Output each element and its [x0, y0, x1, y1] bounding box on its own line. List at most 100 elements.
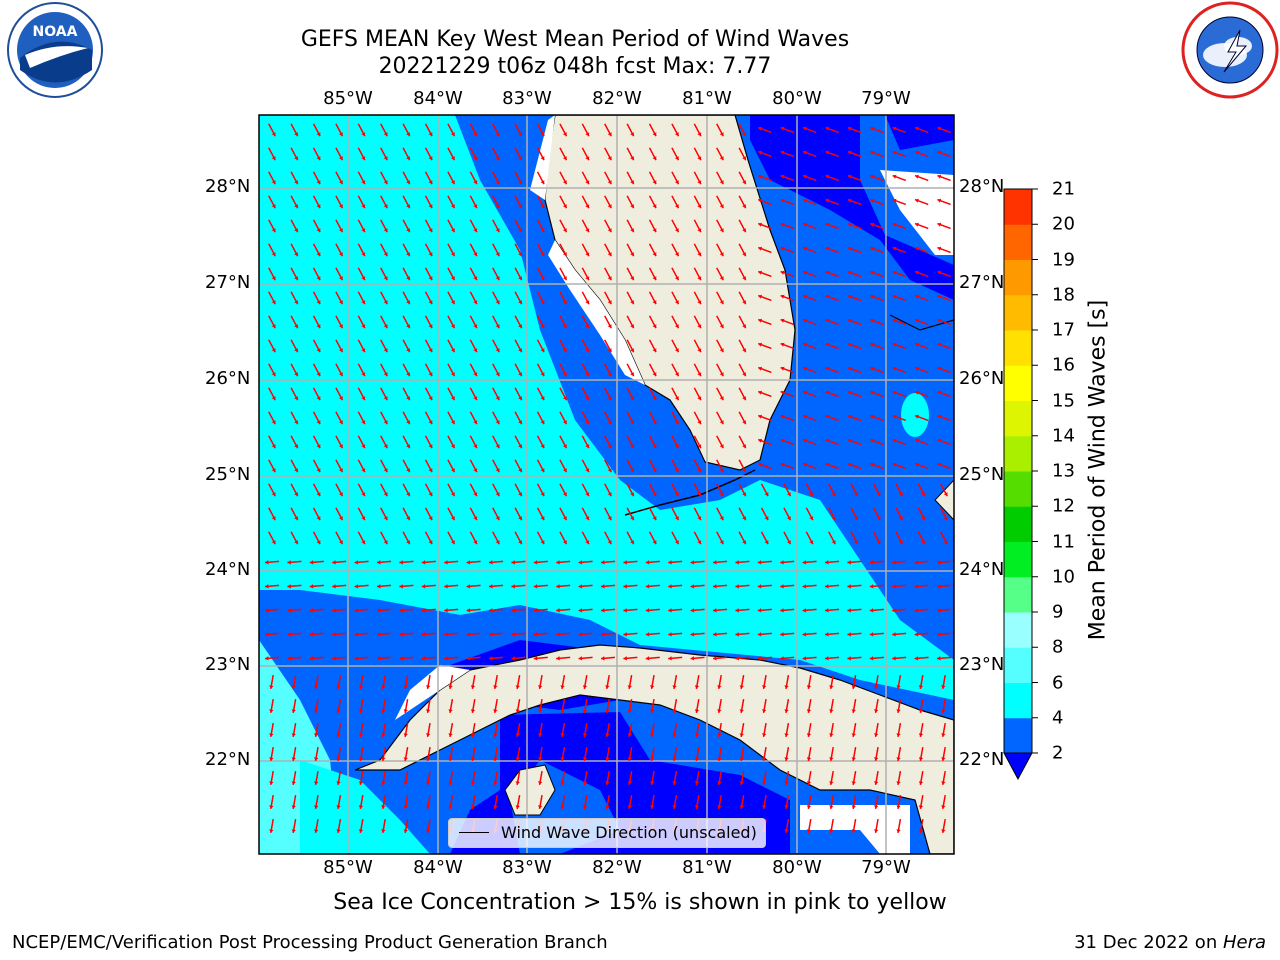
- wind-arrow-head: [652, 276, 657, 281]
- wind-arrow-head: [316, 396, 321, 401]
- wind-arrow-head: [921, 540, 926, 545]
- wind-arrow-head: [451, 204, 455, 209]
- wind-arrow-head: [556, 560, 560, 565]
- wind-arrow-head: [403, 709, 408, 713]
- wind-arrow-head: [825, 222, 830, 227]
- wind-arrow-head: [762, 733, 767, 737]
- wind-arrow-head: [428, 540, 433, 545]
- wind-arrow-head: [332, 560, 336, 565]
- wind-arrow-head: [473, 540, 478, 545]
- wind-arrow-head: [652, 228, 657, 233]
- wind-arrow-head: [406, 516, 410, 521]
- wind-arrow-head: [758, 414, 763, 419]
- wind-arrow-head: [428, 204, 433, 209]
- wind-arrow-head: [451, 324, 455, 329]
- wind-arrow-head: [892, 270, 897, 275]
- wind-arrow-head: [518, 300, 522, 305]
- wind-arrow-head: [742, 156, 746, 161]
- wind-arrow-head: [585, 300, 590, 305]
- wind-arrow-head: [780, 246, 785, 251]
- wind-arrow-head: [354, 608, 359, 613]
- wind-arrow-head: [742, 228, 746, 233]
- wind-arrow-head: [354, 560, 359, 565]
- wind-arrow-head: [265, 584, 269, 589]
- wind-arrow-head: [630, 276, 634, 281]
- wind-arrow-head: [518, 324, 522, 329]
- wind-arrow-head: [403, 829, 408, 833]
- wind-arrow-head: [406, 540, 410, 545]
- wind-arrow-head: [489, 584, 493, 589]
- wind-arrow-head: [361, 132, 366, 137]
- wind-arrow-head: [495, 276, 500, 281]
- wind-arrow-head: [582, 757, 588, 761]
- wind-arrow-head: [556, 656, 560, 661]
- wind-arrow-head: [697, 396, 702, 401]
- wind-arrow-head: [870, 246, 875, 251]
- wind-arrow-head: [675, 372, 679, 377]
- wind-arrow-head: [915, 414, 919, 419]
- wind-arrow-head: [585, 180, 590, 185]
- lon-label-top: 84°W: [413, 88, 463, 109]
- wind-arrow-head: [780, 608, 784, 613]
- wind-arrow-head: [451, 348, 455, 353]
- wind-arrow-head: [694, 781, 700, 785]
- wind-arrow-head: [630, 444, 634, 449]
- wind-arrow-head: [316, 324, 321, 329]
- wind-arrow-head: [806, 733, 812, 737]
- wind-arrow-head: [652, 420, 657, 425]
- bahamas-coast: [889, 314, 954, 331]
- wind-arrow-head: [271, 300, 276, 305]
- wind-arrow-head: [735, 632, 739, 637]
- wind-arrow-head: [918, 781, 924, 785]
- wind-arrow-head: [803, 438, 807, 443]
- wind-arrow-head: [739, 733, 744, 737]
- wind-arrow-head: [421, 656, 426, 661]
- wind-arrow-head: [630, 348, 634, 353]
- wind-arrow-head: [538, 733, 543, 737]
- wind-arrow-head: [809, 516, 814, 521]
- lat-label-right: 25°N: [959, 464, 1005, 485]
- wind-arrow-head: [854, 516, 858, 521]
- wind-arrow-head: [473, 276, 478, 281]
- wind-arrow-head: [847, 174, 852, 179]
- wind-arrow-head: [339, 276, 343, 281]
- wind-arrow-head: [585, 492, 590, 497]
- wind-arrow-head: [403, 757, 408, 761]
- wind-arrow-head: [899, 492, 903, 497]
- wind-arrow-head: [518, 348, 522, 353]
- wind-arrow-head: [874, 733, 879, 737]
- wind-arrow-head: [780, 150, 785, 155]
- wind-arrow-head: [918, 709, 924, 713]
- wind-arrow-head: [630, 420, 634, 425]
- wind-arrow-head: [921, 492, 926, 497]
- wind-arrow-head: [719, 420, 724, 425]
- wind-arrow-head: [717, 805, 722, 809]
- wind-arrow-head: [540, 324, 545, 329]
- wind-arrow-head: [316, 444, 321, 449]
- wind-arrow-head: [426, 781, 431, 785]
- wind-arrow-head: [428, 348, 433, 353]
- wind-arrow-head: [851, 757, 856, 761]
- wind-arrow-head: [563, 516, 567, 521]
- wind-arrow-head: [540, 180, 545, 185]
- wind-arrow-head: [870, 174, 875, 179]
- wind-arrow-head: [652, 156, 657, 161]
- wind-arrow-head: [892, 366, 897, 371]
- wind-arrow-head: [607, 396, 612, 401]
- wind-arrow-head: [847, 342, 852, 347]
- colorbar-bin: [1004, 506, 1032, 542]
- wind-arrow-head: [540, 492, 545, 497]
- wind-arrow-head: [271, 516, 276, 521]
- wind-arrow-head: [627, 781, 632, 785]
- wind-arrow-head: [421, 584, 426, 589]
- wind-arrow-head: [803, 366, 807, 371]
- wind-arrow-head: [652, 300, 657, 305]
- wind-arrow-head: [937, 294, 942, 299]
- lat-label-left: 28°N: [205, 176, 251, 197]
- wind-arrow-head: [870, 270, 875, 275]
- wind-arrow-head: [757, 608, 762, 613]
- wind-arrow-head: [851, 805, 856, 809]
- wind-arrow-head: [493, 733, 498, 737]
- wind-arrow-head: [585, 420, 590, 425]
- wind-arrow-head: [493, 757, 498, 761]
